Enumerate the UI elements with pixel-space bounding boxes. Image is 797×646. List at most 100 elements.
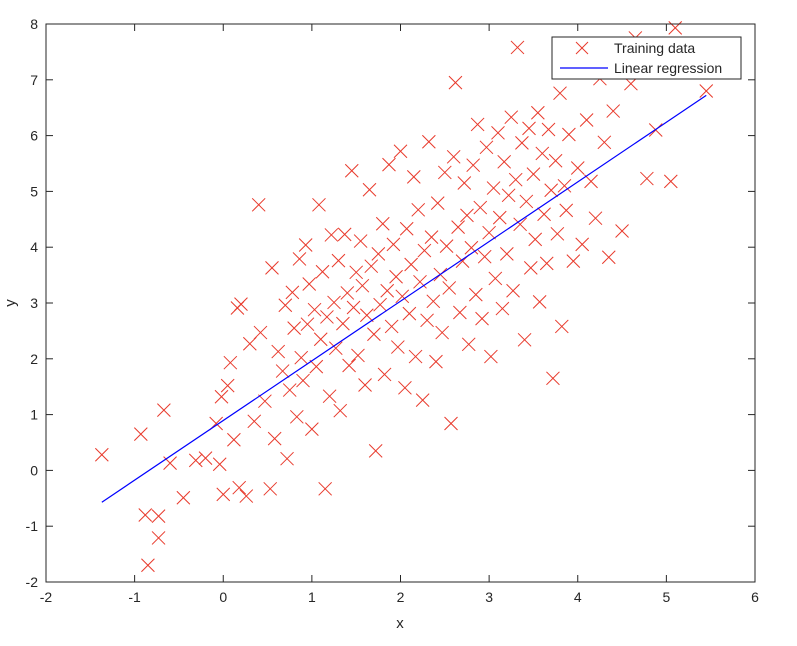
data-point [562, 127, 576, 142]
x-tick-label: 1 [308, 589, 316, 605]
data-point [214, 389, 229, 404]
regression-line [101, 94, 707, 503]
data-point [464, 240, 479, 255]
data-point [344, 163, 359, 178]
data-point [327, 295, 341, 310]
data-point [138, 508, 153, 522]
data-point [247, 414, 262, 429]
data-point [216, 487, 231, 502]
data-point [239, 489, 254, 503]
data-point [399, 221, 414, 236]
data-point [531, 105, 545, 120]
data-point [294, 350, 309, 365]
data-point [406, 170, 421, 184]
data-point [320, 310, 334, 324]
data-point [513, 217, 527, 232]
data-point [539, 256, 554, 271]
data-point [265, 260, 279, 275]
data-point [601, 250, 616, 265]
data-point [584, 174, 598, 189]
data-point [544, 183, 559, 198]
data-point [298, 238, 313, 252]
data-point [258, 394, 272, 409]
data-point [415, 393, 430, 407]
data-point [390, 340, 405, 354]
data-point [517, 332, 532, 347]
data-point [386, 237, 401, 252]
data-point [541, 122, 556, 137]
data-point [324, 228, 339, 242]
y-tick-label: 8 [30, 16, 38, 32]
data-point [188, 453, 203, 468]
data-point [176, 490, 191, 505]
data-point [234, 297, 248, 311]
data-point [395, 289, 410, 304]
data-point [318, 481, 333, 496]
data-point [420, 313, 434, 328]
data-point [340, 286, 355, 300]
data-point [133, 427, 148, 441]
data-point [389, 269, 403, 284]
data-point [615, 224, 629, 238]
y-tick-label: -2 [26, 574, 39, 590]
data-point [346, 300, 361, 315]
data-point [429, 354, 443, 369]
data-point [367, 327, 381, 342]
data-point [380, 283, 395, 298]
data-point [375, 216, 390, 231]
data-point [448, 75, 463, 90]
x-tick-label: -1 [128, 589, 141, 605]
y-axis-label: y [2, 299, 19, 307]
data-point [404, 257, 418, 272]
data-point [548, 153, 563, 168]
data-point [492, 210, 507, 225]
data-point [413, 274, 427, 289]
data-point [302, 277, 317, 291]
data-point [336, 316, 350, 331]
data-point [435, 325, 450, 340]
data-point [313, 332, 328, 347]
plot-background [46, 24, 755, 582]
data-point [198, 451, 213, 465]
data-point [280, 451, 294, 466]
data-point [322, 389, 337, 404]
data-point [482, 225, 496, 240]
data-point [553, 86, 567, 101]
data-point [470, 117, 485, 132]
data-point [402, 306, 417, 321]
data-point [442, 281, 457, 295]
data-point [488, 271, 503, 286]
data-point [220, 378, 235, 393]
x-tick-label: 2 [397, 589, 405, 605]
data-point [333, 403, 348, 418]
data-point [508, 172, 523, 187]
data-point [315, 264, 330, 279]
y-tick-label: 5 [30, 183, 38, 199]
y-tick-label: 4 [30, 239, 38, 255]
data-point [377, 367, 392, 382]
data-point [408, 349, 423, 364]
legend-marker-training-data [575, 41, 589, 55]
y-tick-label: 6 [30, 128, 38, 144]
data-point [460, 208, 474, 223]
data-point [570, 161, 585, 175]
data-point [296, 373, 310, 388]
y-tick-label: 3 [30, 295, 38, 311]
data-point [499, 247, 514, 261]
data-point [519, 194, 534, 209]
data-point [287, 321, 302, 335]
data-point [384, 319, 399, 334]
data-point [223, 355, 238, 370]
data-point [495, 301, 510, 316]
data-point [331, 253, 346, 268]
data-point [263, 481, 278, 496]
legend-box [551, 36, 742, 80]
x-tick-label: 5 [662, 589, 670, 605]
data-point [275, 364, 290, 378]
data-point [444, 416, 458, 431]
legend-label-training-data: Training data [614, 40, 695, 56]
data-point [305, 422, 319, 436]
data-point [307, 302, 322, 317]
